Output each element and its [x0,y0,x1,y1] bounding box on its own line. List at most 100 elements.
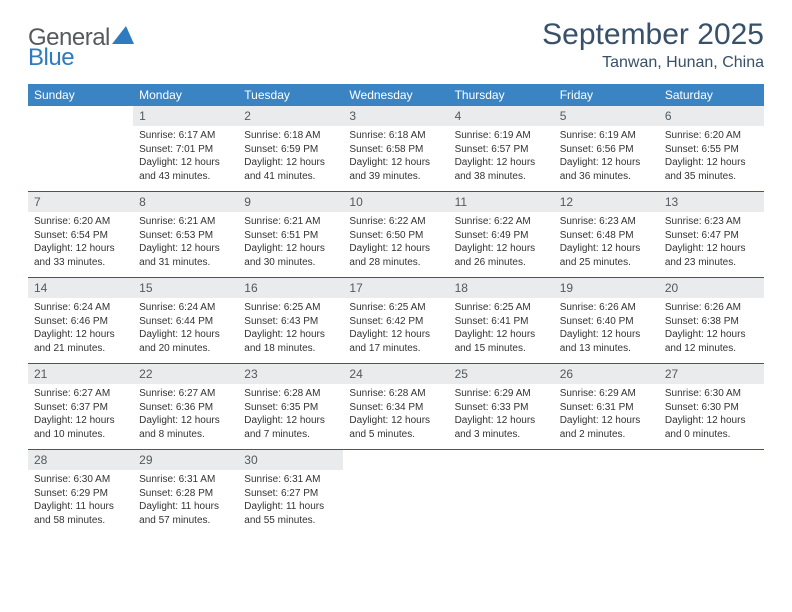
sunset-text: Sunset: 6:46 PM [34,315,127,329]
daylight-text: Daylight: 12 hours and 26 minutes. [455,242,548,269]
sunset-text: Sunset: 7:01 PM [139,143,232,157]
day-content-cell: Sunrise: 6:25 AMSunset: 6:43 PMDaylight:… [238,298,343,364]
sunrise-text: Sunrise: 6:20 AM [34,215,127,229]
sunrise-text: Sunrise: 6:29 AM [560,387,653,401]
daylight-text: Daylight: 12 hours and 21 minutes. [34,328,127,355]
sunset-text: Sunset: 6:37 PM [34,401,127,415]
sunrise-text: Sunrise: 6:25 AM [244,301,337,315]
day-number-cell: 7 [28,192,133,213]
day-number-cell: 18 [449,278,554,299]
day-content-row: Sunrise: 6:17 AMSunset: 7:01 PMDaylight:… [28,126,764,192]
day-number-cell: 19 [554,278,659,299]
daylight-text: Daylight: 12 hours and 35 minutes. [665,156,758,183]
day-header: Tuesday [238,84,343,106]
day-content-cell [449,470,554,535]
day-number-cell: 3 [343,106,448,126]
daylight-text: Daylight: 12 hours and 13 minutes. [560,328,653,355]
sunset-text: Sunset: 6:33 PM [455,401,548,415]
daylight-text: Daylight: 12 hours and 31 minutes. [139,242,232,269]
day-number-cell: 6 [659,106,764,126]
sunrise-text: Sunrise: 6:19 AM [560,129,653,143]
day-content-cell: Sunrise: 6:21 AMSunset: 6:51 PMDaylight:… [238,212,343,278]
day-content-cell [659,470,764,535]
day-number-cell: 30 [238,450,343,471]
daylight-text: Daylight: 12 hours and 2 minutes. [560,414,653,441]
calendar-page: General September 2025 Tanwan, Hunan, Ch… [0,0,792,553]
day-content-cell: Sunrise: 6:21 AMSunset: 6:53 PMDaylight:… [133,212,238,278]
logo-text-blue-wrap: Blue [28,44,74,72]
daylight-text: Daylight: 12 hours and 23 minutes. [665,242,758,269]
day-number-cell [28,106,133,126]
daylight-text: Daylight: 11 hours and 58 minutes. [34,500,127,527]
sunset-text: Sunset: 6:30 PM [665,401,758,415]
daylight-text: Daylight: 11 hours and 57 minutes. [139,500,232,527]
header: General September 2025 Tanwan, Hunan, Ch… [28,18,764,72]
day-content-cell: Sunrise: 6:23 AMSunset: 6:48 PMDaylight:… [554,212,659,278]
day-number-cell: 12 [554,192,659,213]
day-number-cell [554,450,659,471]
day-content-cell: Sunrise: 6:20 AMSunset: 6:55 PMDaylight:… [659,126,764,192]
daylight-text: Daylight: 12 hours and 38 minutes. [455,156,548,183]
daylight-text: Daylight: 12 hours and 28 minutes. [349,242,442,269]
daylight-text: Daylight: 12 hours and 25 minutes. [560,242,653,269]
daylight-text: Daylight: 12 hours and 7 minutes. [244,414,337,441]
sunrise-text: Sunrise: 6:24 AM [34,301,127,315]
sunset-text: Sunset: 6:42 PM [349,315,442,329]
day-header: Monday [133,84,238,106]
daylight-text: Daylight: 12 hours and 18 minutes. [244,328,337,355]
daylight-text: Daylight: 12 hours and 36 minutes. [560,156,653,183]
sunset-text: Sunset: 6:41 PM [455,315,548,329]
sunrise-text: Sunrise: 6:20 AM [665,129,758,143]
sunset-text: Sunset: 6:35 PM [244,401,337,415]
day-number-cell: 23 [238,364,343,385]
day-content-cell: Sunrise: 6:19 AMSunset: 6:56 PMDaylight:… [554,126,659,192]
sunset-text: Sunset: 6:27 PM [244,487,337,501]
sunset-text: Sunset: 6:50 PM [349,229,442,243]
sunset-text: Sunset: 6:53 PM [139,229,232,243]
sunrise-text: Sunrise: 6:17 AM [139,129,232,143]
day-content-cell: Sunrise: 6:18 AMSunset: 6:59 PMDaylight:… [238,126,343,192]
daylight-text: Daylight: 12 hours and 43 minutes. [139,156,232,183]
day-content-cell: Sunrise: 6:28 AMSunset: 6:34 PMDaylight:… [343,384,448,450]
logo-text-blue: Blue [28,44,74,71]
day-content-cell: Sunrise: 6:19 AMSunset: 6:57 PMDaylight:… [449,126,554,192]
daylight-text: Daylight: 12 hours and 8 minutes. [139,414,232,441]
day-number-cell: 15 [133,278,238,299]
sunrise-text: Sunrise: 6:28 AM [244,387,337,401]
sunset-text: Sunset: 6:44 PM [139,315,232,329]
logo-triangle-icon [112,26,134,49]
day-content-cell: Sunrise: 6:27 AMSunset: 6:36 PMDaylight:… [133,384,238,450]
daylight-text: Daylight: 12 hours and 15 minutes. [455,328,548,355]
day-content-cell: Sunrise: 6:31 AMSunset: 6:28 PMDaylight:… [133,470,238,535]
day-content-cell: Sunrise: 6:22 AMSunset: 6:49 PMDaylight:… [449,212,554,278]
day-content-cell: Sunrise: 6:17 AMSunset: 7:01 PMDaylight:… [133,126,238,192]
sunrise-text: Sunrise: 6:23 AM [560,215,653,229]
sunset-text: Sunset: 6:40 PM [560,315,653,329]
sunset-text: Sunset: 6:58 PM [349,143,442,157]
sunset-text: Sunset: 6:29 PM [34,487,127,501]
day-content-cell: Sunrise: 6:20 AMSunset: 6:54 PMDaylight:… [28,212,133,278]
sunrise-text: Sunrise: 6:28 AM [349,387,442,401]
day-header: Saturday [659,84,764,106]
day-number-cell: 21 [28,364,133,385]
day-content-row: Sunrise: 6:24 AMSunset: 6:46 PMDaylight:… [28,298,764,364]
sunrise-text: Sunrise: 6:27 AM [34,387,127,401]
day-number-cell: 8 [133,192,238,213]
day-number-row: 21222324252627 [28,364,764,385]
sunrise-text: Sunrise: 6:25 AM [455,301,548,315]
sunset-text: Sunset: 6:47 PM [665,229,758,243]
sunset-text: Sunset: 6:57 PM [455,143,548,157]
daylight-text: Daylight: 12 hours and 17 minutes. [349,328,442,355]
day-number-cell: 20 [659,278,764,299]
sunrise-text: Sunrise: 6:24 AM [139,301,232,315]
daylight-text: Daylight: 12 hours and 10 minutes. [34,414,127,441]
daylight-text: Daylight: 12 hours and 5 minutes. [349,414,442,441]
calendar-body: 123456Sunrise: 6:17 AMSunset: 7:01 PMDay… [28,106,764,535]
day-content-cell [554,470,659,535]
day-number-cell: 22 [133,364,238,385]
day-number-cell: 25 [449,364,554,385]
daylight-text: Daylight: 12 hours and 3 minutes. [455,414,548,441]
sunrise-text: Sunrise: 6:19 AM [455,129,548,143]
location: Tanwan, Hunan, China [542,54,764,72]
day-number-cell: 13 [659,192,764,213]
